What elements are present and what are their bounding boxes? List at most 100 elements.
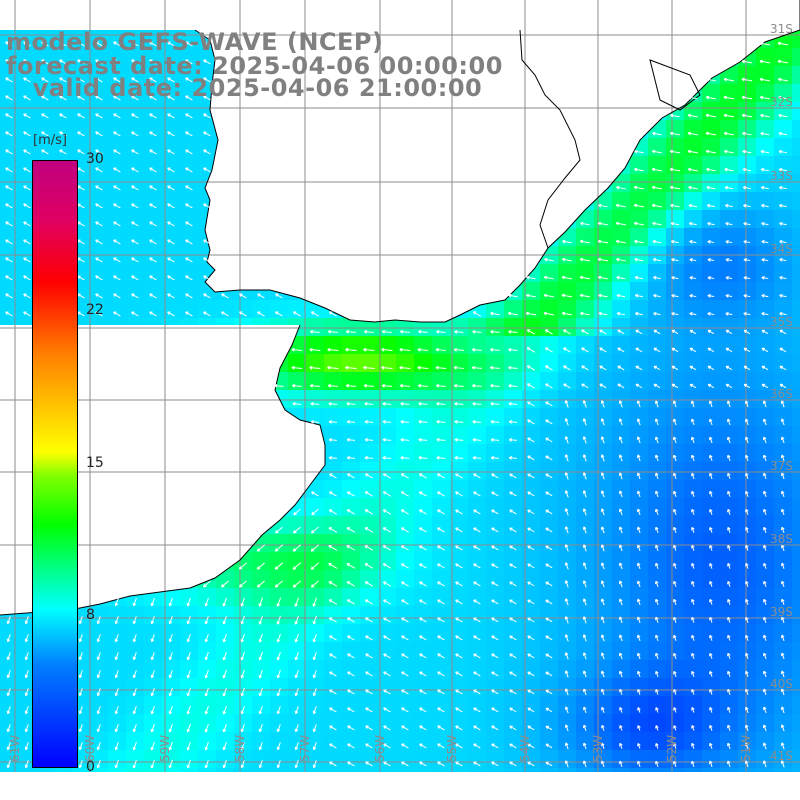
speed-cell bbox=[342, 696, 361, 715]
wind-arrow bbox=[525, 311, 537, 316]
speed-cell bbox=[504, 372, 523, 391]
speed-cell bbox=[324, 678, 343, 697]
wind-arrow bbox=[652, 257, 661, 262]
wind-arrow bbox=[741, 95, 753, 100]
speed-cell bbox=[450, 678, 469, 697]
speed-cell bbox=[162, 750, 181, 769]
wind-arrow bbox=[543, 293, 555, 298]
wind-arrow bbox=[149, 95, 157, 101]
wind-arrow bbox=[671, 365, 679, 371]
speed-cell bbox=[342, 552, 361, 571]
speed-cell bbox=[36, 102, 55, 121]
speed-cell bbox=[18, 660, 37, 679]
legend-tick-8: 8 bbox=[86, 607, 95, 623]
wind-arrow bbox=[690, 400, 695, 408]
speed-cell bbox=[666, 354, 685, 373]
speed-cell bbox=[594, 390, 613, 409]
wind-arrow bbox=[149, 185, 157, 191]
wind-arrow bbox=[654, 436, 659, 444]
speed-cell bbox=[666, 498, 685, 517]
speed-cell bbox=[36, 120, 55, 139]
wind-arrow bbox=[778, 185, 787, 190]
wind-arrow bbox=[633, 185, 644, 190]
speed-cell bbox=[450, 318, 469, 337]
lon-label: 53W bbox=[591, 735, 605, 762]
speed-cell bbox=[684, 606, 703, 625]
wind-arrow bbox=[723, 131, 734, 136]
speed-cell bbox=[450, 498, 469, 517]
wind-arrow bbox=[779, 293, 787, 298]
wind-arrow bbox=[364, 437, 374, 442]
wind-arrow bbox=[634, 293, 643, 298]
wind-arrow bbox=[77, 149, 85, 155]
wind-arrow bbox=[598, 311, 608, 316]
speed-cell bbox=[162, 588, 181, 607]
speed-cell bbox=[738, 408, 757, 427]
speed-cell bbox=[720, 336, 739, 355]
speed-cell bbox=[486, 660, 505, 679]
speed-cell bbox=[342, 606, 361, 625]
speed-cell bbox=[648, 444, 667, 463]
speed-cell bbox=[468, 426, 487, 445]
wind-arrow bbox=[707, 276, 715, 280]
speed-cell bbox=[702, 588, 721, 607]
wind-arrow bbox=[436, 329, 446, 334]
speed-cell bbox=[540, 516, 559, 535]
speed-cell bbox=[666, 282, 685, 301]
wind-arrow bbox=[779, 203, 787, 208]
wind-arrow bbox=[687, 167, 698, 172]
wind-arrow bbox=[634, 239, 644, 244]
speed-cell bbox=[126, 210, 145, 229]
speed-cell bbox=[702, 642, 721, 661]
speed-cell bbox=[432, 606, 451, 625]
speed-cell bbox=[486, 678, 505, 697]
speed-cell bbox=[360, 714, 379, 733]
speed-cell bbox=[612, 444, 631, 463]
wind-arrow bbox=[579, 257, 591, 262]
speed-cell bbox=[216, 732, 235, 751]
speed-cell bbox=[594, 210, 613, 229]
speed-cell bbox=[576, 624, 595, 643]
lat-label: 41S bbox=[770, 749, 793, 763]
speed-cell bbox=[522, 462, 541, 481]
speed-cell bbox=[378, 336, 397, 355]
speed-cell bbox=[36, 84, 55, 103]
speed-cell bbox=[180, 660, 199, 679]
wind-arrow bbox=[634, 257, 644, 262]
speed-cell bbox=[216, 750, 235, 769]
speed-cell bbox=[90, 732, 109, 751]
wind-arrow bbox=[616, 275, 626, 280]
speed-cell bbox=[666, 678, 685, 697]
wind-arrow bbox=[762, 400, 767, 408]
speed-cell bbox=[504, 642, 523, 661]
wind-arrow bbox=[671, 347, 679, 353]
wind-arrow bbox=[310, 419, 320, 424]
speed-cell bbox=[486, 696, 505, 715]
lon-label: 59W bbox=[158, 735, 172, 762]
speed-cell bbox=[378, 426, 397, 445]
speed-cell bbox=[720, 390, 739, 409]
speed-cell bbox=[126, 228, 145, 247]
speed-cell bbox=[792, 174, 800, 193]
lon-label: 60W bbox=[83, 735, 97, 762]
speed-cell bbox=[36, 66, 55, 85]
speed-cell bbox=[342, 714, 361, 733]
speed-cell bbox=[432, 336, 451, 355]
speed-cell bbox=[684, 714, 703, 733]
wind-arrow bbox=[345, 383, 356, 388]
speed-cell bbox=[774, 750, 793, 769]
speed-cell bbox=[0, 84, 19, 103]
speed-cell bbox=[126, 156, 145, 175]
wind-arrow bbox=[23, 293, 31, 299]
wind-arrow bbox=[95, 95, 103, 101]
speed-cell bbox=[252, 732, 271, 751]
speed-cell bbox=[648, 570, 667, 589]
speed-cell bbox=[360, 534, 379, 553]
speed-cell bbox=[198, 606, 217, 625]
speed-cell bbox=[774, 624, 793, 643]
speed-cell bbox=[360, 750, 379, 769]
wind-arrow bbox=[113, 257, 121, 263]
wind-arrow bbox=[5, 275, 13, 281]
speed-cell bbox=[612, 750, 631, 769]
speed-cell bbox=[360, 678, 379, 697]
